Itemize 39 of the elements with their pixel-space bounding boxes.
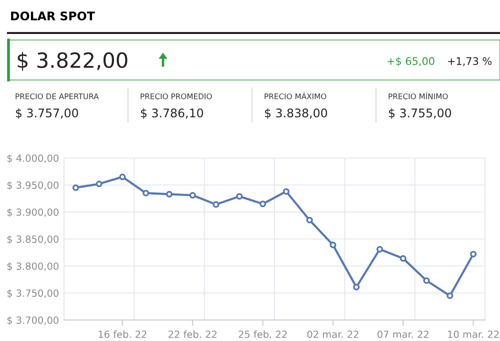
x-tick-label: 07 mar. 22 [378, 330, 428, 338]
point [189, 192, 196, 199]
text: DOLAR SPOT [11, 11, 95, 20]
point [376, 246, 384, 253]
point [142, 190, 150, 196]
point [330, 242, 336, 248]
y-tick-label: $ 3.800,00 [7, 262, 58, 272]
text: +$ 65,00 [388, 56, 434, 66]
point [119, 174, 126, 180]
point [282, 188, 290, 195]
point [353, 284, 360, 290]
y-tick-label: $ 3.950,00 [7, 181, 58, 190]
text: $ 3.838,00 [264, 108, 328, 119]
x-tick-label: 02 mar. 22 [307, 330, 358, 338]
y-tick-label: $ 3.850,00 [7, 235, 58, 244]
y-tick-label: $ 3.750,00 [7, 289, 58, 298]
x-tick-label: 25 feb. 22 [238, 330, 287, 338]
text: $ 3.822,00 [18, 52, 128, 71]
point [96, 180, 102, 188]
point [212, 201, 220, 208]
x-tick-label: 22 feb. 22 [168, 330, 216, 338]
point [166, 190, 173, 198]
point [72, 184, 79, 191]
y-tick-label: $ 3.700,00 [7, 316, 58, 326]
text: +1,73 % [448, 57, 492, 66]
point [470, 250, 477, 258]
y-tick-label: $ 3.900,00 [7, 208, 58, 218]
text: $ 3.757,00 [16, 108, 78, 119]
point [236, 193, 243, 200]
y-tick-label: $ 4.000,00 [7, 154, 58, 164]
point [306, 216, 313, 224]
x-tick-label: 10 mar. 22 [448, 330, 499, 338]
text: $ 3.786,10 [140, 108, 204, 119]
text: $ 3.755,00 [388, 108, 452, 119]
x-tick-label: 16 feb. 22 [98, 330, 146, 338]
point [400, 255, 406, 262]
point [446, 292, 454, 299]
point [260, 200, 266, 208]
point [423, 277, 430, 284]
